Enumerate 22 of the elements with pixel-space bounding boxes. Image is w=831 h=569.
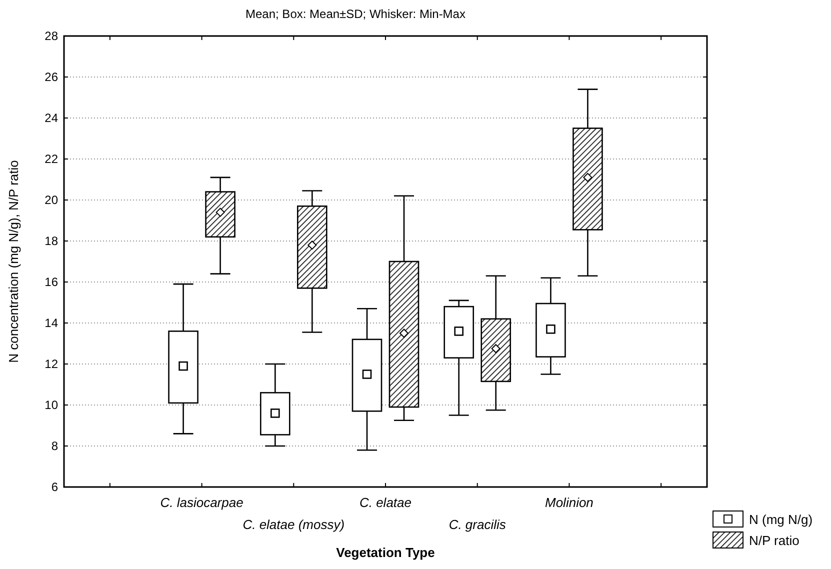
y-tick-label: 28: [44, 29, 58, 43]
x-tick-label: C. elatae: [359, 495, 412, 510]
y-tick-label: 24: [44, 111, 58, 125]
y-tick-label: 26: [44, 70, 58, 84]
x-tick-label: Molinion: [545, 495, 594, 510]
y-tick-label: 16: [44, 275, 58, 289]
y-tick-label: 8: [51, 439, 58, 453]
legend-label: N/P ratio: [749, 533, 800, 548]
y-axis-title: N concentration (mg N/g), N/P ratio: [6, 160, 21, 363]
x-axis-title: Vegetation Type: [336, 545, 435, 560]
y-tick-label: 14: [44, 316, 58, 330]
y-tick-label: 22: [44, 152, 58, 166]
y-tick-label: 6: [51, 480, 58, 494]
y-tick-label: 18: [44, 234, 58, 248]
x-tick-label: C. elatae (mossy): [242, 517, 345, 532]
y-tick-label: 12: [44, 357, 58, 371]
chart-title: Mean; Box: Mean±SD; Whisker: Min-Max: [246, 7, 466, 21]
y-tick-label: 10: [44, 398, 58, 412]
x-tick-label: C. lasiocarpae: [160, 495, 244, 510]
legend-label: N (mg N/g): [749, 512, 813, 527]
y-tick-label: 20: [44, 193, 58, 207]
x-tick-label: C. gracilis: [448, 517, 506, 532]
